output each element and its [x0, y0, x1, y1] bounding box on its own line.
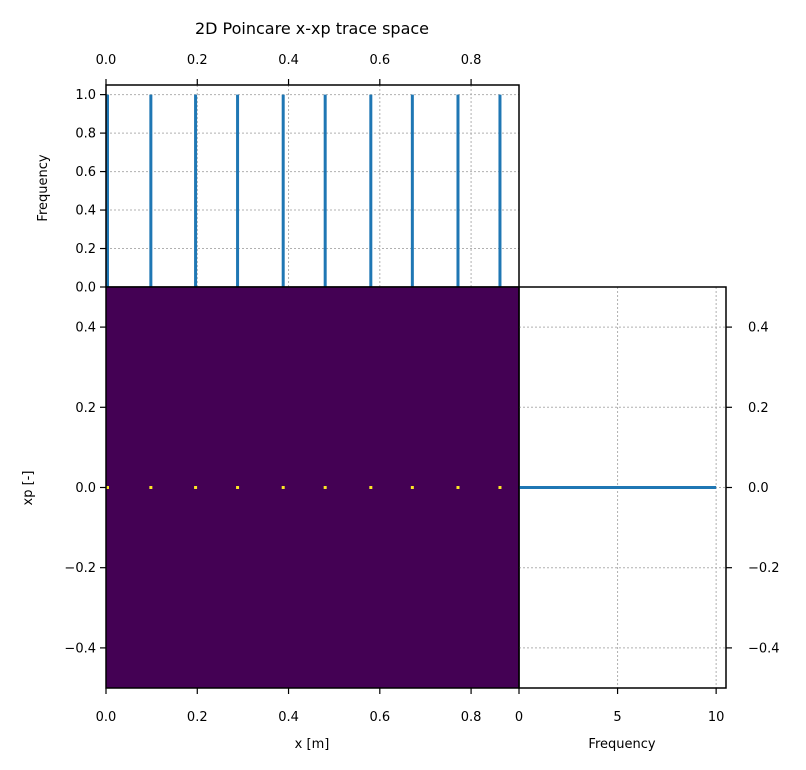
- main-ytick-label-0: −0.4: [64, 641, 96, 656]
- right-histogram-x-ticks: 0 5 10: [515, 688, 725, 725]
- top-histogram-bar-6: [369, 94, 373, 287]
- heatmap-point-9: [498, 486, 502, 489]
- right-ytick-label-2: 0.0: [748, 481, 769, 496]
- right-histogram-bar-0: [519, 486, 717, 489]
- right-xtick-label-2: 10: [708, 710, 725, 725]
- right-histogram-xlabel: Frequency: [588, 737, 655, 752]
- chart-title: 2D Poincare x-xp trace space: [195, 19, 429, 38]
- top-histogram-bar-5: [323, 94, 327, 287]
- top-histogram-bar-9: [498, 94, 502, 287]
- heatmap-point-4: [281, 486, 285, 489]
- right-ytick-label-4: 0.4: [748, 321, 769, 336]
- main-heatmap-points: [106, 486, 502, 489]
- top-ytick-label-3: 0.6: [75, 165, 96, 180]
- heatmap-point-1: [149, 486, 153, 489]
- top-ytick-label-1: 0.2: [75, 242, 96, 257]
- main-ytick-label-3: 0.2: [75, 401, 96, 416]
- top-histogram-ylabel: Frequency: [36, 154, 51, 221]
- right-ytick-label-3: 0.2: [748, 401, 769, 416]
- top-histogram-bar-4: [281, 94, 285, 287]
- right-ytick-label-0: −0.4: [748, 641, 780, 656]
- heatmap-point-0: [106, 486, 109, 489]
- heatmap-point-2: [194, 486, 198, 489]
- top-xtick-label-0: 0.0: [96, 53, 117, 68]
- main-y-ticks: −0.4 −0.2 0.0 0.2 0.4: [64, 321, 106, 656]
- main-2d-histogram-panel: 0.0 0.2 0.4 0.6 0.8 −0.4−0.20.00.20.4 x [m] …: [21, 286, 520, 752]
- right-xtick-label-1: 5: [613, 710, 621, 725]
- top-histogram-bar-0: [106, 94, 109, 287]
- heatmap-point-7: [410, 486, 414, 489]
- main-xlabel: x [m]: [295, 737, 330, 752]
- top-histogram-bar-1: [149, 94, 153, 287]
- main-ytick-label-4: 0.4: [75, 321, 96, 336]
- heatmap-point-6: [369, 486, 373, 489]
- top-xtick-label-2: 0.4: [278, 53, 299, 68]
- top-xtick-label-1: 0.2: [187, 53, 208, 68]
- right-xtick-label-0: 0: [515, 710, 523, 725]
- top-histogram-x-ticks: 0.0 0.2 0.4 0.6 0.8: [96, 53, 482, 85]
- top-histogram-bar-3: [236, 94, 240, 287]
- top-histogram-bar-7: [410, 94, 414, 287]
- top-histogram-bars: [106, 94, 502, 287]
- top-xtick-label-4: 0.8: [461, 53, 482, 68]
- main-ytick-label-1: −0.2: [64, 561, 96, 576]
- main-xtick-label-3: 0.6: [369, 710, 390, 725]
- top-histogram-y-ticks: 0.0 0.2 0.4 0.6 0.8 1.0: [75, 88, 106, 296]
- top-ytick-label-4: 0.8: [75, 127, 96, 142]
- main-xtick-label-0: 0.0: [96, 710, 117, 725]
- main-ylabel: xp [-]: [21, 471, 36, 506]
- top-histogram-bar-8: [456, 94, 460, 287]
- right-ytick-label-1: −0.2: [748, 561, 780, 576]
- heatmap-point-5: [323, 486, 327, 489]
- top-histogram-panel: 0.0 0.2 0.4 0.6 0.8 0.0 0.2 0.4 0.6 0.8 1.0 Frequ…: [36, 53, 520, 296]
- heatmap-point-8: [456, 486, 460, 489]
- right-histogram-bars: [519, 486, 717, 489]
- main-x-ticks: 0.0 0.2 0.4 0.6 0.8: [96, 688, 482, 725]
- main-ytick-label-2: 0.0: [75, 481, 96, 496]
- right-histogram-y-ticks: −0.4 −0.2 0.0 0.2 0.4: [726, 321, 780, 656]
- top-ytick-label-2: 0.4: [75, 204, 96, 219]
- right-histogram-panel: 0 5 10 −0.4 −0.2 0.0 0.2 0.4 Frequency: [515, 286, 780, 752]
- main-xtick-label-1: 0.2: [187, 710, 208, 725]
- top-ytick-label-5: 1.0: [75, 88, 96, 103]
- top-xtick-label-3: 0.6: [369, 53, 390, 68]
- top-histogram-bar-2: [194, 94, 198, 287]
- main-xtick-label-4: 0.8: [461, 710, 482, 725]
- main-xtick-label-2: 0.4: [278, 710, 299, 725]
- top-ytick-label-0: 0.0: [75, 281, 96, 296]
- main-heatmap-background: [106, 287, 519, 688]
- heatmap-point-3: [236, 486, 240, 489]
